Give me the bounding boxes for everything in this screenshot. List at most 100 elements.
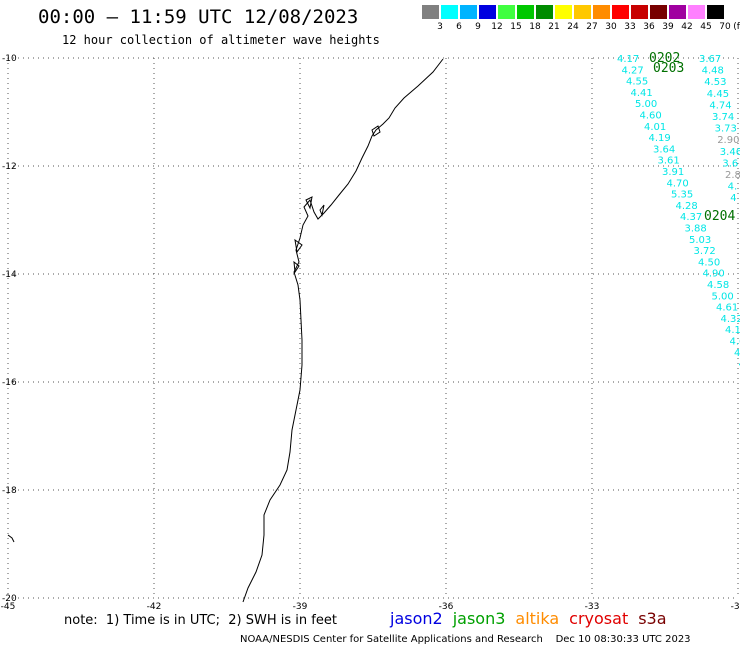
legend-swatch [631, 5, 648, 19]
lon-tick-label: -36 [439, 602, 454, 610]
swh-value: 4.60 [640, 111, 662, 122]
swh-value: 4.17 [725, 325, 740, 336]
swh-value: 3.88 [685, 224, 707, 235]
footer-credit: NOAA/NESDIS Center for Satellite Applica… [240, 634, 691, 645]
satellite-name: cryosat [569, 609, 629, 628]
swh-value: 5.03 [689, 235, 711, 246]
swh-value: 3.91 [662, 167, 684, 178]
swh-value: 2.90 [717, 135, 739, 146]
coastline [242, 58, 444, 603]
swh-value: 4.19 [649, 133, 671, 144]
satellite-name: jason2 [390, 609, 443, 628]
legend-label: 9 [475, 22, 481, 32]
wave-height-map: -10 -12 -14 -16 -18 -20-45 -42 -39 -36 -33 -30 4.1… [1, 51, 740, 610]
lon-tick-label: -45 [1, 602, 16, 610]
cycle-label: 0204 [704, 209, 735, 224]
lat-tick-label: -18 [2, 486, 17, 496]
legend-label: 18 [529, 22, 541, 32]
swh-value: 4.41 [631, 88, 653, 99]
swh-value: 4.61 [716, 303, 738, 314]
swh-value: 4.53 [704, 77, 726, 88]
swh-value: 3.72 [694, 246, 716, 257]
swh-value: 3.74 [712, 112, 734, 123]
swh-value: 4.28 [676, 201, 698, 212]
legend-swatch [536, 5, 553, 19]
swh-value: 3.67 [699, 54, 721, 65]
satellite-name: jason3 [452, 609, 506, 628]
legend-label: 42 [681, 22, 693, 32]
legend-label: 3 [437, 22, 443, 32]
swh-value: 4 [730, 193, 736, 204]
satellite-name: s3a [638, 609, 667, 628]
legend-swatch [422, 5, 439, 19]
swh-value: 4.37 [680, 212, 702, 223]
cycle-label: 0203 [653, 61, 684, 76]
legend-swatch [688, 5, 705, 19]
swh-value: 4.74 [709, 100, 731, 111]
swh-value: 3.73 [715, 124, 737, 135]
satellite-track-b: 3.674.484.534.454.743.743.732.903.463.62… [699, 54, 740, 204]
page-title: 00:00 – 11:59 UTC 12/08/2023 [38, 6, 359, 28]
lat-tick-label: -12 [2, 162, 17, 172]
legend-label: 15 [510, 22, 522, 32]
legend-label: 6 [456, 22, 462, 32]
legend-swatch [479, 5, 496, 19]
lat-tick-label: -14 [2, 270, 17, 280]
swh-value: 4.48 [702, 66, 724, 77]
satellite-track-a: 4.174.274.554.415.004.604.014.193.643.61… [617, 54, 740, 370]
cycle-label: 0202 [649, 51, 680, 66]
coastline-islands [7, 125, 381, 543]
legend-swatch [517, 5, 534, 19]
lon-tick-label: -39 [293, 602, 308, 610]
satellite-legend: jason2 jason3 altika cryosat s3a [390, 609, 677, 628]
legend-swatch [460, 5, 477, 19]
swh-value: 4.60 [730, 337, 740, 348]
axis-labels: -10 -12 -14 -16 -18 -20-45 -42 -39 -36 -33 -30 [1, 54, 740, 610]
legend-swatch [498, 5, 515, 19]
lon-tick-label: -42 [147, 602, 162, 610]
legend-label: 45 [700, 22, 712, 32]
legend-swatch [650, 5, 667, 19]
legend-swatch [555, 5, 572, 19]
swh-value: 3.46 [720, 147, 740, 158]
legend-label: 39 [662, 22, 674, 32]
lat-tick-label: -20 [2, 594, 17, 604]
swh-value: 4.70 [667, 178, 689, 189]
legend-label: 33 [624, 22, 636, 32]
swh-value: 4.58 [707, 280, 729, 291]
satellite-name: altika [515, 609, 560, 628]
swh-value: 4.50 [739, 359, 740, 370]
swh-value: 5.00 [712, 291, 734, 302]
swh-value: 4.50 [698, 257, 720, 268]
legend-swatch [669, 5, 686, 19]
swh-value: 4.01 [644, 122, 666, 133]
legend-swatch [441, 5, 458, 19]
legend-label: 70 [719, 22, 731, 32]
legend-swatch [574, 5, 591, 19]
swh-value: 3.6 [722, 158, 738, 169]
legend-label: 30 [605, 22, 617, 32]
swh-value: 2.8 [725, 170, 740, 181]
swh-value: 4.64 [734, 348, 740, 359]
lat-tick-label: -10 [2, 54, 17, 64]
lat-tick-label: -16 [2, 378, 17, 388]
page-subtitle: 12 hour collection of altimeter wave hei… [62, 33, 380, 47]
swh-value: 4.27 [622, 65, 644, 76]
swh-value: 4.45 [707, 89, 729, 100]
legend-unit: (ft) [733, 22, 740, 32]
legend-label: 24 [567, 22, 579, 32]
swh-value: 4. [728, 182, 738, 193]
swh-value: 3.64 [653, 144, 675, 155]
swh-value: 4.17 [617, 54, 639, 65]
legend-label: 36 [643, 22, 655, 32]
note-text: note: 1) Time is in UTC; 2) SWH is in fe… [64, 613, 337, 628]
map-grid [7, 57, 739, 599]
swh-value: 4.90 [703, 269, 725, 280]
swh-value: 3.61 [658, 156, 680, 167]
swh-value: 5.35 [671, 190, 693, 201]
swh-value: 4.32 [721, 314, 740, 325]
legend-label: 27 [586, 22, 598, 32]
legend-label: 21 [548, 22, 560, 32]
swh-value: 4.55 [626, 77, 648, 88]
